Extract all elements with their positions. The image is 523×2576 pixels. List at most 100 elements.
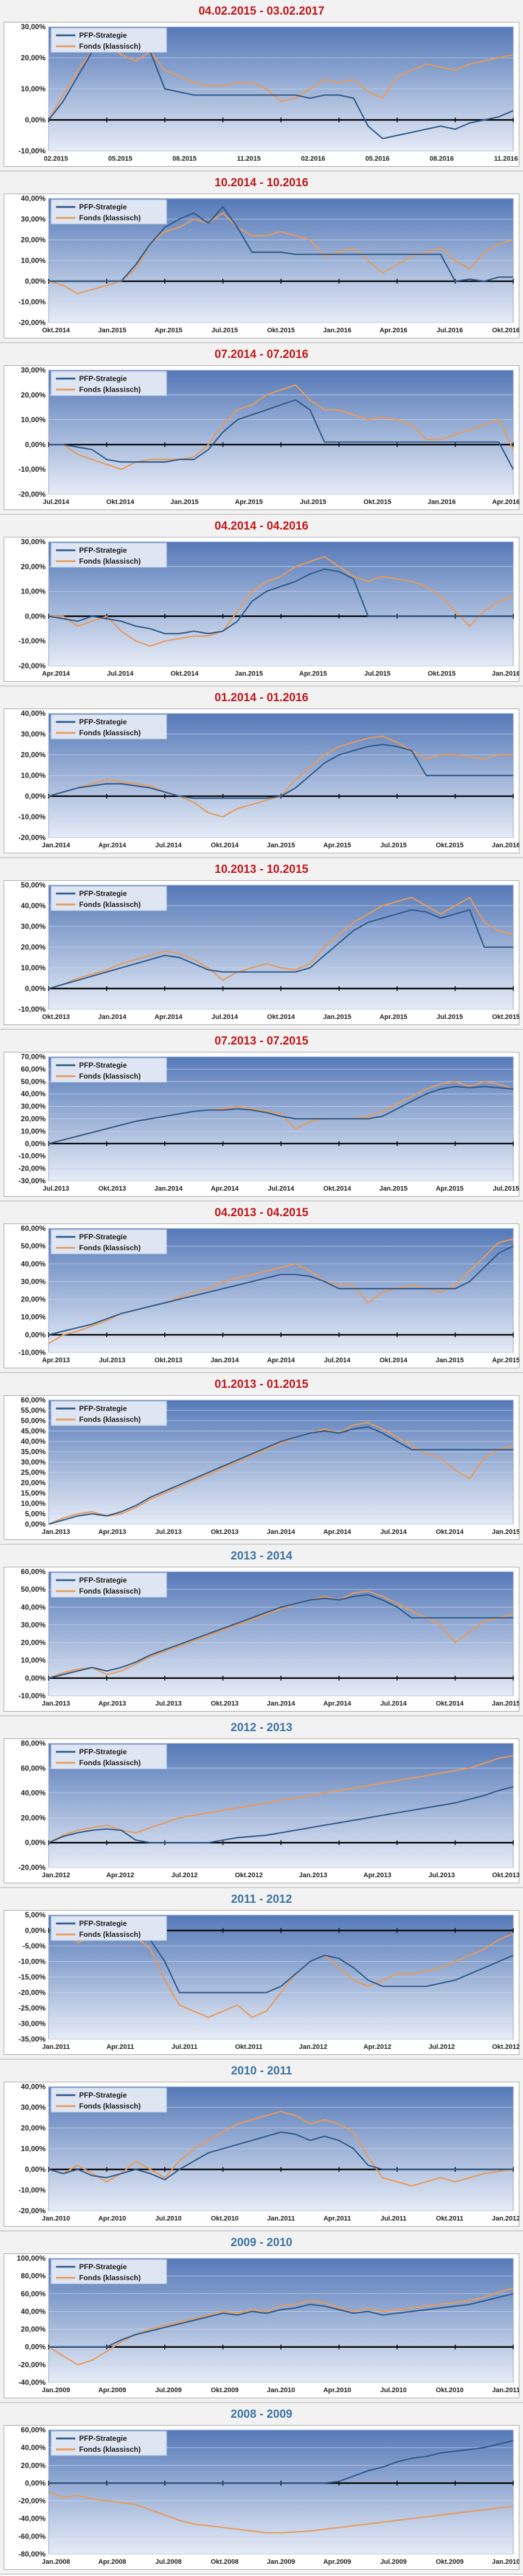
legend-label: Fonds (klassisch) <box>79 1587 140 1595</box>
y-tick-label: 40,00% <box>21 2443 46 2452</box>
chart-panel: 10.2014 - 10.2016 -20,00% -10,00% 0,00% 10,0… <box>0 172 523 343</box>
chart-title: 01.2013 - 01.2015 <box>214 1378 309 1391</box>
y-tick-label: 10,00% <box>21 85 46 93</box>
chart-panel: 07.2014 - 07.2016 -20,00% -10,00% 0,00% 10,0… <box>0 343 523 515</box>
legend-label: Fonds (klassisch) <box>79 1759 140 1767</box>
x-tick-label: Jan.2016 <box>492 842 519 849</box>
x-tick-label: Jul.2014 <box>380 1528 407 1536</box>
fund-line <box>48 2287 514 2365</box>
strategy-line <box>48 1245 514 1335</box>
y-tick-label: 5,00% <box>25 1510 46 1518</box>
strategy-line <box>49 399 514 470</box>
y-tick-label: -30,00% <box>18 2020 46 2028</box>
y-tick-label: 60,00% <box>21 2426 46 2434</box>
x-tick-label: Jul.2009 <box>155 2387 181 2394</box>
x-tick-label: Jan.2010 <box>42 2215 70 2222</box>
y-tick-label: 0,00% <box>25 984 46 993</box>
x-tick-label: Okt.2016 <box>492 327 519 334</box>
strategy-line <box>48 909 513 990</box>
y-tick-label: 0,00% <box>25 612 46 620</box>
chart-title: 04.02.2015 - 03.02.2017 <box>198 5 325 18</box>
legend-label: PFP-Strategie <box>79 718 127 726</box>
x-tick-label: Apr.2015 <box>235 499 263 506</box>
y-tick-label: -40,00% <box>18 2378 46 2387</box>
y-tick-label: 20,00% <box>21 236 46 244</box>
legend-label: Fonds (klassisch) <box>79 42 140 51</box>
x-tick-label: Jan.2014 <box>210 1357 239 1364</box>
legend-label: PFP-Strategie <box>79 374 127 383</box>
y-tick-label: -35,00% <box>18 2035 46 2043</box>
x-tick-label: Okt.2014 <box>170 670 199 677</box>
y-tick-label: 40,00% <box>21 1259 46 1268</box>
chart-panel: 2010 - 2011 -20,00% -10,00% 0,00% 10,00% 20,0… <box>0 2060 523 2231</box>
y-tick-label: 0,00% <box>25 1674 46 1682</box>
chart-panel: 10.2013 - 10.2015 -10,00% 0,00% 10,00% 20,00… <box>0 858 523 1030</box>
fund-line <box>48 44 514 121</box>
legend: PFP-Strategie Fonds (klassisch) <box>50 1572 167 1598</box>
x-tick-label: Jul.2014 <box>212 1013 238 1021</box>
legend-label: Fonds (klassisch) <box>79 2445 140 2454</box>
legend-label: Fonds (klassisch) <box>79 1930 140 1939</box>
y-tick-label: 60,00% <box>21 1567 46 1576</box>
x-tick-label: Jul.2015 <box>380 842 406 849</box>
x-tick-label: Apr.2010 <box>324 2387 352 2394</box>
y-tick-label: 0,00% <box>25 277 46 285</box>
x-tick-label: Jan.2014 <box>42 842 71 849</box>
legend-label: PFP-Strategie <box>79 1061 127 1069</box>
x-tick-label: 05.2015 <box>108 155 133 163</box>
y-tick-label: 100,00% <box>17 2254 46 2263</box>
legend-box <box>50 371 167 396</box>
x-tick-label: Jan.2010 <box>492 2558 519 2566</box>
y-tick-label: 20,00% <box>21 2325 46 2334</box>
y-tick-label: -10,00% <box>18 1348 46 1357</box>
x-tick-label: Okt.2013 <box>42 1013 70 1021</box>
x-tick-label: Jul.2008 <box>155 2558 181 2566</box>
y-tick-label: -10,00% <box>18 2186 46 2194</box>
panel-divider <box>0 1887 523 1888</box>
y-tick-label: 60,00% <box>21 1065 46 1073</box>
y-tick-label: -10,00% <box>18 1152 46 1160</box>
y-tick-label: 40,00% <box>21 1437 46 1446</box>
legend-box <box>50 1572 167 1598</box>
chart-panel: 01.2013 - 01.2015 0,00% 5,00% 10,00% 15,00% 2… <box>0 1373 523 1545</box>
panel-divider <box>0 2059 523 2060</box>
x-tick-label: Jul.2013 <box>43 1185 69 1192</box>
y-tick-label: -20,00% <box>18 2497 46 2505</box>
y-tick-label: -20,00% <box>18 1989 46 1997</box>
x-tick-label: Jan.2014 <box>267 1700 296 1707</box>
line-chart: -35,00% -30,00% -25,00% -20,00% -15,00% -10,0… <box>4 1910 519 2055</box>
legend: PFP-Strategie Fonds (klassisch) <box>50 2431 167 2456</box>
legend-label: Fonds (klassisch) <box>79 2273 140 2282</box>
legend: PFP-Strategie Fonds (klassisch) <box>50 886 167 911</box>
x-tick-label: Okt.2011 <box>436 2215 463 2222</box>
legend-box <box>50 1057 167 1083</box>
x-tick-label: Apr.2009 <box>324 2558 352 2566</box>
x-tick-label: Jan.2015 <box>267 842 295 849</box>
chart-title: 2009 - 2010 <box>230 2236 293 2249</box>
chart-panel: 01.2014 - 01.2016 -20,00% -10,00% 0,00% 10,0… <box>0 687 523 858</box>
y-tick-label: 20,00% <box>21 1295 46 1304</box>
y-tick-label: 20,00% <box>21 751 46 759</box>
x-tick-label: Okt.2013 <box>99 1185 126 1192</box>
x-tick-label: Jul.2014 <box>324 1357 351 1364</box>
x-tick-label: Jul.2014 <box>380 1700 407 1707</box>
x-tick-label: Jan.2016 <box>428 499 455 506</box>
x-tick-label: Jan.2009 <box>267 2558 295 2566</box>
chart-title: 2008 - 2009 <box>230 2408 293 2421</box>
y-tick-label: -15,00% <box>18 1973 46 1981</box>
chart-title: 10.2014 - 10.2016 <box>214 177 309 189</box>
legend-box <box>50 542 167 568</box>
y-tick-label: 20,00% <box>21 2124 46 2132</box>
panel-divider <box>0 1200 523 1202</box>
chart-title: 2013 - 2014 <box>230 1550 293 1563</box>
x-tick-label: Okt.2013 <box>154 1357 182 1364</box>
legend-label: PFP-Strategie <box>79 2434 127 2443</box>
legend-label: Fonds (klassisch) <box>79 385 140 394</box>
chart-title: 2011 - 2012 <box>230 1893 293 1906</box>
chart-title: 07.2013 - 07.2015 <box>214 1035 309 1048</box>
y-tick-label: -10,00% <box>18 147 46 155</box>
y-tick-label: 20,00% <box>21 2461 46 2469</box>
y-tick-label: 20,00% <box>21 943 46 951</box>
x-tick-label: Jan.2014 <box>154 1185 183 1192</box>
x-tick-label: Jul.2009 <box>380 2558 406 2566</box>
